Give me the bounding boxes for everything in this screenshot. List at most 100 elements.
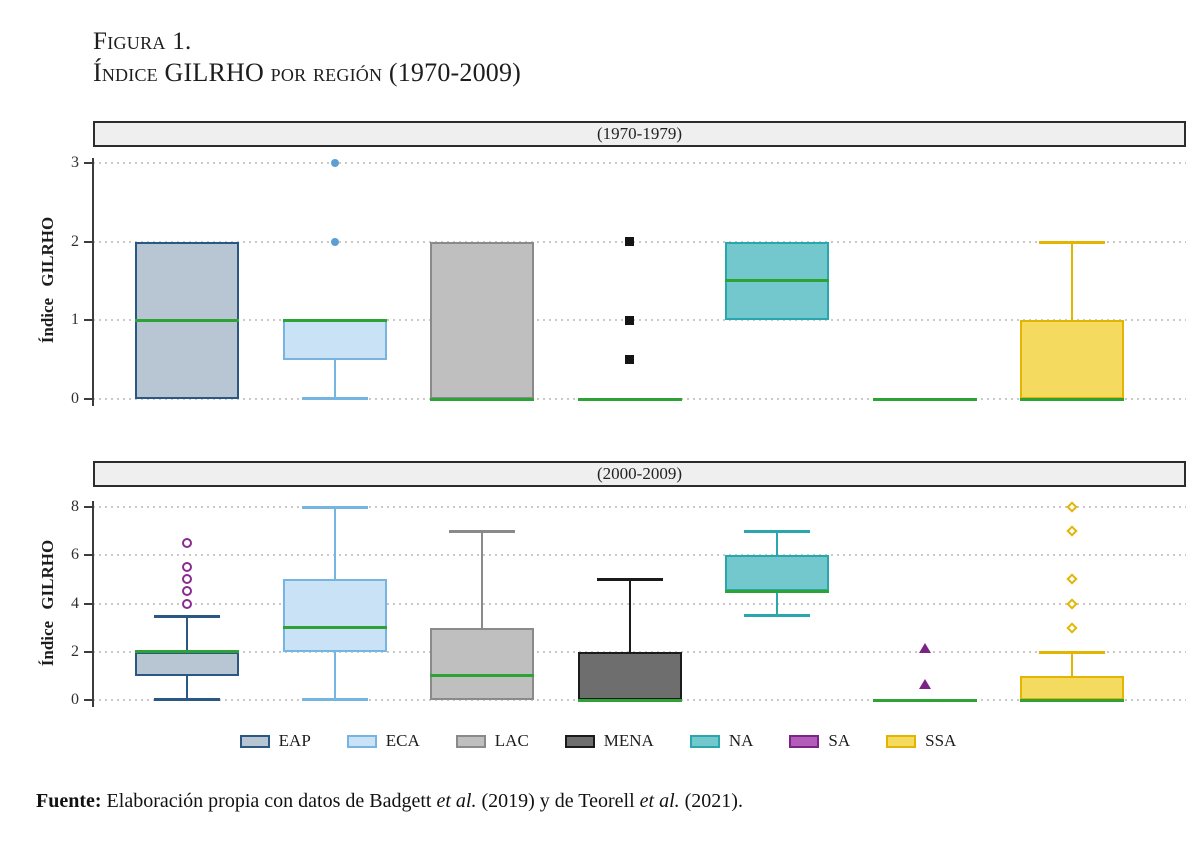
median-SA bbox=[872, 397, 977, 401]
outlier-EAP bbox=[182, 598, 192, 609]
y-tick-label-2: 2 bbox=[71, 232, 79, 250]
outlier-ECA bbox=[330, 237, 339, 246]
gridline-y1 bbox=[93, 319, 1186, 322]
gridline-y2 bbox=[93, 240, 1186, 243]
outlier-EAP bbox=[182, 586, 192, 597]
whisker-cap-high-LAC bbox=[449, 530, 515, 534]
y-tick-label-2: 2 bbox=[71, 642, 79, 660]
legend-label: EAP bbox=[278, 731, 311, 750]
whisker-high-EAP bbox=[186, 615, 188, 652]
legend-item-na: NA bbox=[689, 731, 754, 751]
outlier-ECA bbox=[330, 158, 339, 167]
whisker-cap-low-NA bbox=[744, 613, 810, 617]
box-MENA bbox=[577, 651, 682, 700]
gridline-y4 bbox=[93, 602, 1186, 605]
whisker-high-NA bbox=[776, 531, 778, 556]
whisker-cap-high-ECA bbox=[301, 506, 368, 509]
panel-header-label-1: (1970-1979) bbox=[597, 124, 682, 143]
legend-swatch-sa bbox=[789, 734, 820, 748]
box-SSA bbox=[1020, 320, 1124, 399]
whisker-cap-low-ECA bbox=[301, 698, 368, 701]
whisker-cap-high-SSA bbox=[1039, 650, 1105, 654]
median-LAC bbox=[430, 397, 534, 401]
outlier-SSA bbox=[1066, 597, 1078, 610]
whisker-cap-low-ECA bbox=[301, 397, 368, 400]
median-MENA bbox=[577, 698, 682, 702]
whisker-high-SSA bbox=[1071, 241, 1073, 321]
legend-swatch-na bbox=[689, 734, 720, 748]
legend-item-eca: ECA bbox=[346, 731, 420, 751]
y-tick-8 bbox=[84, 506, 93, 508]
whisker-low-ECA bbox=[333, 651, 336, 700]
panel-header-1970-1979: (1970-1979) bbox=[93, 121, 1186, 147]
source-note-part: Fuente: bbox=[36, 790, 102, 812]
legend-swatch-eap bbox=[239, 734, 270, 748]
gridline-y6 bbox=[93, 554, 1186, 557]
y-tick-label-8: 8 bbox=[71, 498, 79, 515]
y-tick-label-0: 0 bbox=[71, 390, 79, 407]
median-ECA bbox=[282, 318, 387, 322]
median-SA bbox=[872, 698, 977, 702]
y-axis-line bbox=[92, 501, 94, 707]
whisker-cap-low-EAP bbox=[154, 698, 220, 701]
box-LAC bbox=[430, 241, 534, 399]
outlier-MENA bbox=[625, 237, 634, 247]
gridline-y3 bbox=[93, 161, 1186, 164]
legend-label: NA bbox=[728, 731, 754, 750]
legend-item-mena: MENA bbox=[564, 731, 654, 751]
legend-label: MENA bbox=[603, 731, 654, 750]
legend-swatch-eca bbox=[346, 734, 377, 748]
y-tick-6 bbox=[84, 554, 93, 557]
y-tick-label-6: 6 bbox=[71, 546, 79, 564]
y-tick-1 bbox=[84, 319, 93, 322]
whisker-high-LAC bbox=[481, 531, 483, 628]
box-EAP bbox=[135, 651, 239, 676]
gridline-y8 bbox=[93, 506, 1186, 508]
legend-item-eap: EAP bbox=[239, 731, 311, 751]
median-EAP bbox=[135, 318, 239, 322]
whisker-cap-high-NA bbox=[744, 530, 810, 534]
source-note-part: et al. bbox=[436, 790, 477, 812]
source-note-part: Elaboración propia con datos de Badgett bbox=[101, 790, 437, 812]
source-note-part: (2019) y de Teorell bbox=[476, 790, 640, 812]
median-LAC bbox=[430, 674, 534, 678]
legend-item-lac: LAC bbox=[455, 731, 529, 751]
panel-header-2000-2009: (2000-2009) bbox=[93, 461, 1186, 487]
title-block: Figura 1. Índice GILRHO por región (1970… bbox=[93, 26, 521, 90]
whisker-low-ECA bbox=[333, 359, 336, 399]
outlier-SSA bbox=[1066, 525, 1078, 537]
y-axis-line bbox=[92, 158, 94, 406]
legend-item-sa: SA bbox=[789, 731, 850, 751]
y-tick-label-0: 0 bbox=[71, 691, 79, 708]
y-tick-0 bbox=[84, 699, 93, 701]
legend-swatch-mena bbox=[564, 734, 595, 748]
whisker-low-EAP bbox=[186, 675, 188, 700]
median-MENA bbox=[577, 397, 682, 401]
outlier-SSA bbox=[1066, 621, 1078, 634]
y-tick-label-3: 3 bbox=[71, 153, 79, 171]
source-note-part: (2021). bbox=[679, 790, 743, 812]
figure-label: Figura 1. bbox=[93, 28, 192, 55]
y-tick-3 bbox=[84, 161, 93, 164]
box-SSA bbox=[1020, 675, 1124, 700]
box-LAC bbox=[430, 627, 534, 700]
outlier-EAP bbox=[182, 538, 192, 549]
outlier-SSA bbox=[1066, 501, 1078, 513]
outlier-EAP bbox=[182, 562, 192, 573]
box-NA bbox=[725, 555, 829, 592]
y-tick-0 bbox=[84, 398, 93, 400]
whisker-high-MENA bbox=[628, 579, 631, 652]
outlier-EAP bbox=[182, 574, 192, 585]
plot-area-2000-2009: 0 2 4 6 8 bbox=[71, 495, 1186, 720]
y-tick-2 bbox=[84, 240, 93, 243]
whisker-high-ECA bbox=[333, 507, 336, 580]
legend-label: SA bbox=[828, 731, 851, 750]
legend-swatch-lac bbox=[455, 734, 486, 748]
outlier-SA bbox=[918, 642, 931, 653]
median-NA bbox=[725, 589, 829, 593]
box-ECA bbox=[282, 320, 387, 360]
median-NA bbox=[725, 279, 829, 283]
y-tick-label-4: 4 bbox=[71, 594, 79, 612]
median-ECA bbox=[282, 626, 387, 630]
